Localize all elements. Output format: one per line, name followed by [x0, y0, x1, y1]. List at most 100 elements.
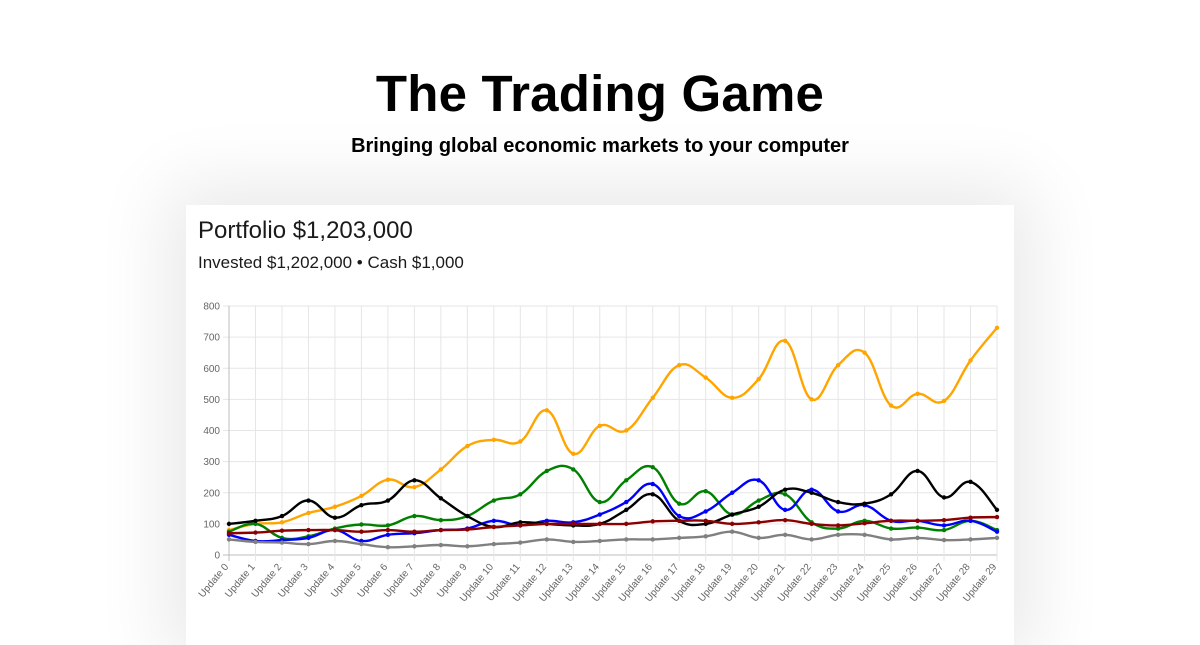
data-point [465, 527, 470, 532]
data-point [915, 391, 920, 396]
data-point [994, 507, 1000, 513]
data-point [915, 468, 920, 474]
data-point [624, 499, 629, 505]
data-point [650, 492, 655, 497]
data-point [491, 518, 497, 523]
series-line-5 [228, 530, 998, 549]
series-line-1 [228, 464, 998, 541]
data-point [862, 521, 867, 526]
series-line-3 [228, 469, 998, 529]
data-point [597, 538, 602, 544]
data-point [385, 477, 391, 482]
data-point [650, 537, 655, 542]
data-point [518, 492, 523, 497]
y-tick-label: 700 [203, 333, 220, 344]
data-point [729, 521, 735, 527]
data-point [518, 523, 523, 528]
data-point [941, 398, 947, 404]
data-point [253, 530, 258, 535]
data-point [729, 529, 735, 534]
data-point [359, 529, 364, 534]
data-point [835, 526, 841, 531]
data-point [677, 501, 682, 506]
data-point [915, 518, 920, 523]
data-point [809, 537, 814, 542]
data-point [465, 513, 470, 519]
y-tick-label: 300 [203, 457, 220, 468]
data-point [756, 535, 761, 541]
data-point [703, 488, 708, 494]
data-point [332, 504, 338, 509]
data-point [650, 395, 655, 401]
data-point [624, 428, 629, 433]
data-point [518, 439, 523, 444]
y-tick-label: 100 [203, 519, 220, 530]
data-point [677, 518, 682, 523]
data-point [385, 523, 391, 528]
data-point [597, 512, 602, 517]
data-point [782, 532, 788, 537]
data-point [941, 495, 947, 500]
data-point [782, 507, 788, 513]
data-point [703, 375, 708, 380]
data-point [915, 525, 920, 530]
portfolio-card: Portfolio $1,203,000 Invested $1,202,000… [186, 205, 1014, 645]
data-point [756, 498, 761, 503]
data-point [306, 527, 311, 533]
data-point [544, 408, 549, 413]
data-point [941, 517, 947, 523]
data-point [994, 514, 1000, 520]
data-point [968, 515, 973, 520]
data-point [968, 518, 973, 523]
data-point [782, 338, 788, 344]
page-title: The Trading Game [375, 65, 825, 122]
data-point [703, 509, 708, 514]
data-point [518, 540, 523, 545]
data-point [279, 528, 285, 533]
data-point [624, 507, 629, 513]
data-point [279, 520, 285, 525]
data-point [544, 468, 549, 474]
data-point [438, 517, 444, 523]
data-point [253, 521, 258, 527]
data-point [888, 537, 894, 542]
data-point [941, 527, 947, 533]
data-point [809, 521, 814, 527]
data-point [385, 527, 391, 533]
y-tick-label: 200 [203, 488, 220, 499]
data-point [809, 397, 814, 402]
data-point [306, 541, 311, 547]
data-point [888, 492, 894, 497]
data-point [756, 504, 761, 509]
y-tick-label: 600 [203, 364, 220, 375]
data-point [491, 524, 497, 530]
data-point [412, 484, 417, 490]
data-point [650, 481, 655, 487]
data-point [518, 520, 523, 525]
data-point [438, 527, 444, 533]
data-point [465, 443, 470, 449]
data-point [809, 490, 814, 495]
data-point [359, 522, 364, 527]
data-point [385, 498, 391, 503]
y-tick-label: 800 [203, 302, 220, 313]
data-point [226, 521, 232, 527]
data-point [782, 487, 788, 492]
data-point [306, 498, 311, 503]
data-point [677, 362, 682, 368]
data-point [650, 519, 655, 524]
y-tick-label: 500 [203, 395, 220, 406]
data-point [756, 376, 761, 382]
data-point [968, 537, 973, 542]
data-point [782, 492, 788, 497]
data-point [994, 535, 1000, 541]
data-point [544, 518, 549, 523]
data-point [359, 541, 364, 547]
data-point [862, 532, 867, 537]
data-point [624, 521, 629, 527]
data-point [703, 534, 708, 539]
data-point [835, 499, 841, 505]
data-point [279, 513, 285, 519]
data-point [571, 521, 576, 527]
data-point [888, 403, 894, 408]
